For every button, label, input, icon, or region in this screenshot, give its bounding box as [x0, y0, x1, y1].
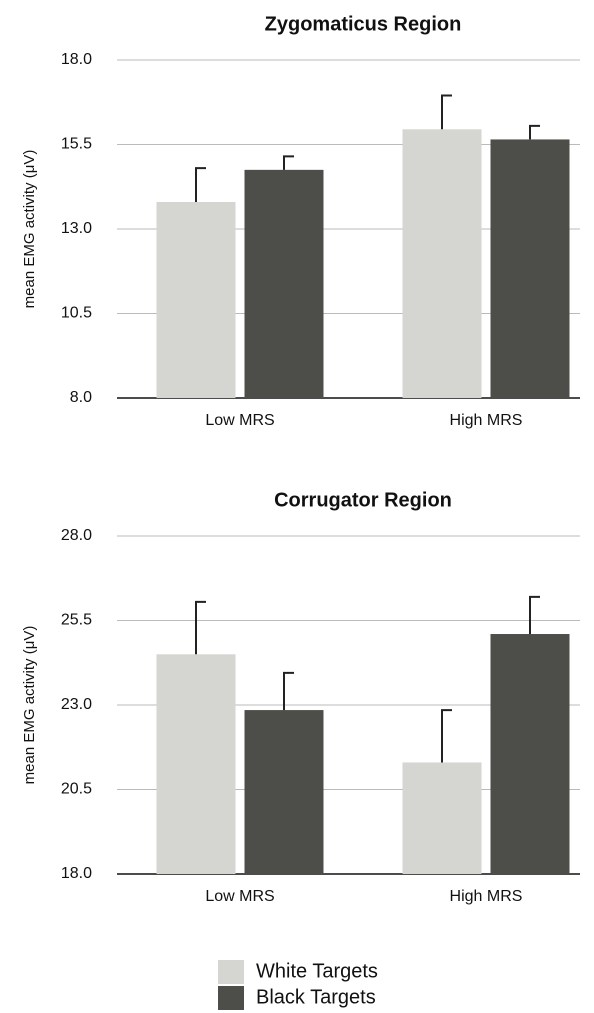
- bar: [244, 710, 324, 874]
- y-tick-label: 18.0: [61, 51, 92, 68]
- legend-swatch: [218, 960, 244, 984]
- error-bar: [441, 94, 452, 130]
- error-bar: [283, 155, 294, 170]
- bar: [244, 169, 324, 398]
- x-tick-label: Low MRS: [205, 412, 274, 429]
- bar: [156, 201, 236, 398]
- y-axis-label: mean EMG activity (μV): [21, 150, 38, 309]
- bar: [402, 762, 482, 874]
- bar: [156, 654, 236, 874]
- bar: [490, 634, 570, 874]
- y-tick-label: 25.5: [61, 612, 92, 629]
- bar: [490, 139, 570, 398]
- error-bar: [195, 167, 206, 202]
- legend-label: Black Targets: [256, 986, 376, 1008]
- y-tick-label: 15.5: [61, 136, 92, 153]
- legend-label: White Targets: [256, 960, 378, 982]
- chart-title: Corrugator Region: [274, 489, 452, 511]
- y-tick-label: 8.0: [70, 389, 92, 406]
- bar: [402, 129, 482, 399]
- error-bar: [529, 124, 540, 140]
- x-tick-label: High MRS: [450, 888, 523, 905]
- y-tick-label: 18.0: [61, 865, 92, 882]
- y-tick-label: 13.0: [61, 220, 92, 237]
- y-tick-label: 28.0: [61, 527, 92, 544]
- error-bar: [195, 600, 206, 655]
- y-tick-label: 20.5: [61, 781, 92, 798]
- y-axis-label: mean EMG activity (μV): [21, 626, 38, 785]
- error-bar: [441, 709, 452, 763]
- error-bar: [529, 595, 540, 635]
- chart-title: Zygomaticus Region: [265, 13, 462, 35]
- x-tick-label: High MRS: [450, 412, 523, 429]
- x-tick-label: Low MRS: [205, 888, 274, 905]
- error-bar: [283, 671, 294, 711]
- legend-swatch: [218, 986, 244, 1010]
- y-tick-label: 23.0: [61, 696, 92, 713]
- y-tick-label: 10.5: [61, 305, 92, 322]
